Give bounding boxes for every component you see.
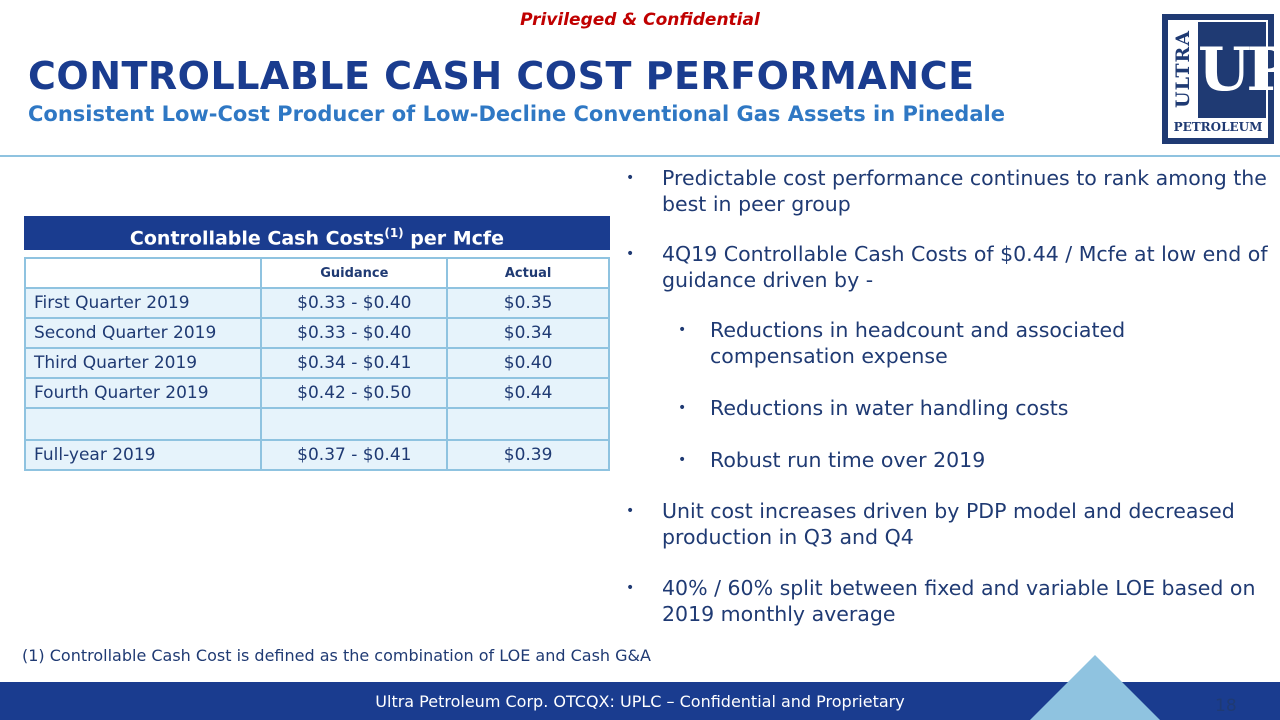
table-title-main: Controllable Cash Costs — [129, 227, 385, 250]
bullet-dot: • — [678, 322, 687, 338]
row-guidance: $0.34 - $0.41 — [260, 347, 449, 379]
row-guidance: $0.33 - $0.40 — [260, 317, 449, 349]
table-header-label — [23, 257, 263, 289]
row-guidance: $0.37 - $0.41 — [260, 439, 449, 471]
row-label: Third Quarter 2019 — [23, 347, 263, 379]
row-actual: $0.40 — [446, 347, 610, 379]
logo-up-text: UP — [1198, 22, 1280, 118]
page-title: CONTROLLABLE CASH COST PERFORMANCE — [28, 54, 975, 98]
bullet-text: 4Q19 Controllable Cash Costs of $0.44 / … — [662, 242, 1268, 292]
table-header-actual: Actual — [446, 257, 610, 289]
bullet-text: Unit cost increases driven by PDP model … — [662, 499, 1235, 549]
table-row: Second Quarter 2019 $0.33 - $0.40 $0.34 — [23, 317, 610, 349]
logo-ultra-text: ULTRA — [1172, 29, 1194, 109]
table-title: Controllable Cash Costs(1) per Mcfe — [24, 216, 610, 250]
table-title-footnote-ref: (1) — [384, 226, 404, 240]
bullet-text: 40% / 60% split between fixed and variab… — [662, 576, 1256, 626]
cash-costs-table: Guidance Actual First Quarter 2019 $0.33… — [23, 257, 610, 471]
table-header-row: Guidance Actual — [23, 257, 610, 289]
row-label — [23, 407, 263, 441]
footer-text: Ultra Petroleum Corp. OTCQX: UPLC – Conf… — [375, 692, 905, 711]
header-divider — [0, 155, 1280, 157]
row-guidance — [260, 407, 449, 441]
row-label: Fourth Quarter 2019 — [23, 377, 263, 409]
page-number: 18 — [1215, 696, 1237, 716]
row-actual: $0.39 — [446, 439, 610, 471]
page-subtitle: Consistent Low-Cost Producer of Low-Decl… — [28, 102, 1005, 126]
footnote: (1) Controllable Cash Cost is defined as… — [22, 646, 651, 665]
row-actual: $0.34 — [446, 317, 610, 349]
row-label: Second Quarter 2019 — [23, 317, 263, 349]
table-row: First Quarter 2019 $0.33 - $0.40 $0.35 — [23, 287, 610, 319]
row-label: First Quarter 2019 — [23, 287, 263, 319]
bullet-dot: • — [678, 400, 687, 416]
table-row: Fourth Quarter 2019 $0.42 - $0.50 $0.44 — [23, 377, 610, 409]
row-actual: $0.35 — [446, 287, 610, 319]
bullet-dot: • — [626, 170, 635, 186]
row-guidance: $0.42 - $0.50 — [260, 377, 449, 409]
bullet-dot: • — [626, 503, 635, 519]
table-header-guidance: Guidance — [260, 257, 449, 289]
confidential-label: Privileged & Confidential — [520, 10, 760, 30]
row-actual — [446, 407, 610, 441]
footer-triangle-decoration — [1030, 655, 1160, 720]
table-title-suffix: per Mcfe — [403, 227, 505, 250]
ultra-petroleum-logo: ULTRA UP PETROLEUM — [1162, 14, 1280, 144]
row-guidance: $0.33 - $0.40 — [260, 287, 449, 319]
row-actual: $0.44 — [446, 377, 610, 409]
table-row-empty — [23, 407, 610, 441]
bullet-dot: • — [626, 246, 635, 262]
row-label: Full-year 2019 — [23, 439, 263, 471]
logo-petroleum-text: PETROLEUM — [1173, 120, 1263, 134]
bullet-text: Predictable cost performance continues t… — [662, 166, 1267, 216]
table-row-total: Full-year 2019 $0.37 - $0.41 $0.39 — [23, 439, 610, 471]
bullet-dot: • — [678, 452, 687, 468]
bullet-text: Reductions in headcount and associated c… — [710, 318, 1126, 368]
bullet-text: Reductions in water handling costs — [710, 396, 1069, 420]
bullet-dot: • — [626, 580, 635, 596]
table-row: Third Quarter 2019 $0.34 - $0.41 $0.40 — [23, 347, 610, 379]
bullet-text: Robust run time over 2019 — [710, 448, 986, 472]
